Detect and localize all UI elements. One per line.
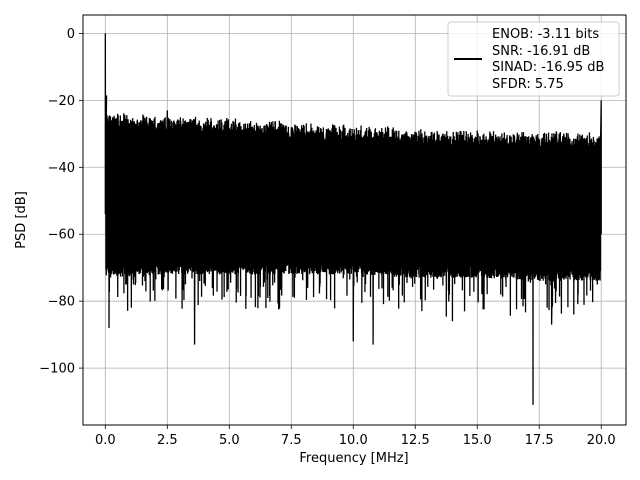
- legend-sfdr: SFDR: 5.75: [492, 77, 564, 92]
- y-tick-label: −80: [48, 295, 75, 310]
- y-tick-label: 0: [67, 27, 75, 42]
- psd-series-line: [104, 33, 602, 405]
- plot-frame: [82, 14, 627, 426]
- data-layer: [104, 33, 602, 405]
- x-tick-label: 15.0: [463, 433, 492, 448]
- x-tick-label: 7.5: [281, 433, 302, 448]
- legend-snr: SNR: -16.91 dB: [492, 44, 590, 59]
- y-axis-label: PSD [dB]: [14, 191, 29, 249]
- y-tick-label: −40: [48, 161, 75, 176]
- y-tick-label: −100: [39, 362, 75, 377]
- legend-box: [447, 21, 620, 97]
- x-tick-label: 17.5: [525, 433, 554, 448]
- x-tick-label: 10.0: [339, 433, 368, 448]
- x-tick-label: 12.5: [401, 433, 430, 448]
- x-tick-label: 5.0: [219, 433, 240, 448]
- x-tick-label: 0.0: [95, 433, 116, 448]
- legend: ENOB: -3.11 bits SNR: -16.91 dB SINAD: -…: [447, 21, 620, 97]
- x-tick-label: 20.0: [587, 433, 616, 448]
- x-axis-label: Frequency [MHz]: [299, 451, 408, 466]
- ticks: 0.0 2.5 5.0 7.5 10.0 12.5 15.0 17.5 20.0 0 −20 −40 −…: [39, 27, 615, 448]
- y-tick-label: −20: [48, 94, 75, 109]
- x-tick-label: 2.5: [157, 433, 178, 448]
- y-tick-label: −60: [48, 228, 75, 243]
- legend-sinad: SINAD: -16.95 dB: [492, 60, 604, 75]
- legend-enob: ENOB: -3.11 bits: [492, 27, 599, 42]
